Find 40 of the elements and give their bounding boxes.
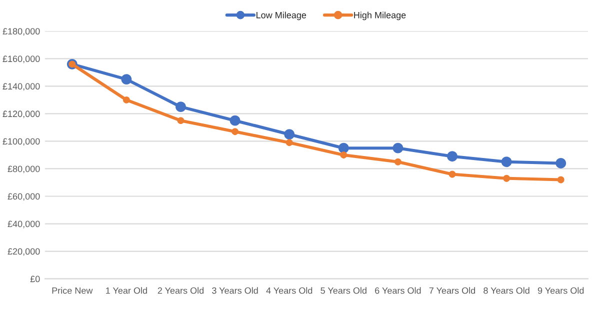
x-tick-label: 5 Years Old: [320, 287, 366, 294]
point: [230, 115, 240, 126]
x-tick-label: 6 Years Old: [375, 287, 421, 294]
point: [501, 156, 512, 168]
point: [340, 152, 348, 158]
point: [338, 142, 349, 154]
y-tick-label: £80,000: [8, 166, 40, 174]
y-tick-label: £40,000: [8, 220, 40, 228]
point: [286, 139, 293, 146]
point: [176, 102, 186, 112]
point: [122, 96, 130, 104]
point: [121, 74, 132, 85]
point: [232, 128, 239, 136]
y-tick-label: £100,000: [2, 138, 40, 146]
point: [503, 174, 510, 182]
point: [556, 158, 566, 168]
x-tick-label: Price New: [52, 287, 93, 294]
point: [392, 142, 404, 154]
x-tick-label: 9 Years Old: [538, 287, 584, 294]
x-tick-label: 3 Years Old: [212, 287, 258, 294]
point: [177, 117, 184, 124]
x-tick-label: 4 Years Old: [266, 287, 312, 294]
point: [394, 158, 402, 166]
point: [284, 129, 295, 140]
y-tick-label: £180,000: [2, 28, 40, 36]
x-tick-label: 2 Years Old: [158, 287, 204, 294]
legend-label: Low Mileage: [256, 12, 306, 20]
point: [557, 176, 564, 184]
y-tick-label: £160,000: [2, 56, 40, 64]
x-tick-label: 7 Years Old: [429, 287, 476, 294]
point: [448, 170, 456, 178]
x-tick-label: 8 Years Old: [484, 287, 530, 294]
y-tick-label: £0: [30, 276, 40, 282]
y-tick-label: £20,000: [8, 248, 40, 256]
point: [447, 151, 458, 162]
x-tick-label: 1 Year Old: [106, 287, 147, 294]
y-tick-label: £140,000: [2, 83, 40, 91]
y-tick-label: £120,000: [2, 110, 40, 118]
y-tick-label: £60,000: [8, 193, 40, 201]
legend-label: High Mileage: [354, 12, 406, 20]
